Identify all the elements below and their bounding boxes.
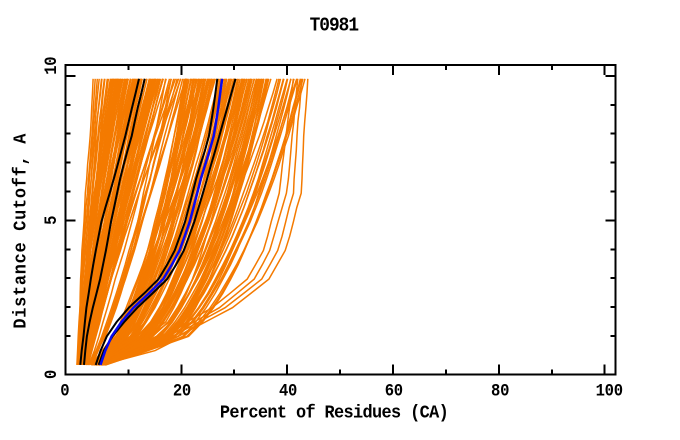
svg-text:10: 10	[41, 57, 61, 75]
svg-text:0: 0	[60, 381, 69, 401]
svg-text:20: 20	[173, 381, 191, 401]
svg-text:40: 40	[279, 381, 297, 401]
svg-text:0: 0	[41, 370, 61, 379]
svg-text:60: 60	[385, 381, 403, 401]
svg-text:Distance Cutoff, A: Distance Cutoff, A	[11, 133, 32, 329]
svg-text:T0981: T0981	[310, 14, 359, 37]
svg-text:80: 80	[491, 381, 509, 401]
svg-text:Percent of Residues (CA): Percent of Residues (CA)	[220, 403, 448, 424]
svg-text:5: 5	[41, 216, 61, 225]
svg-text:100: 100	[596, 381, 623, 401]
